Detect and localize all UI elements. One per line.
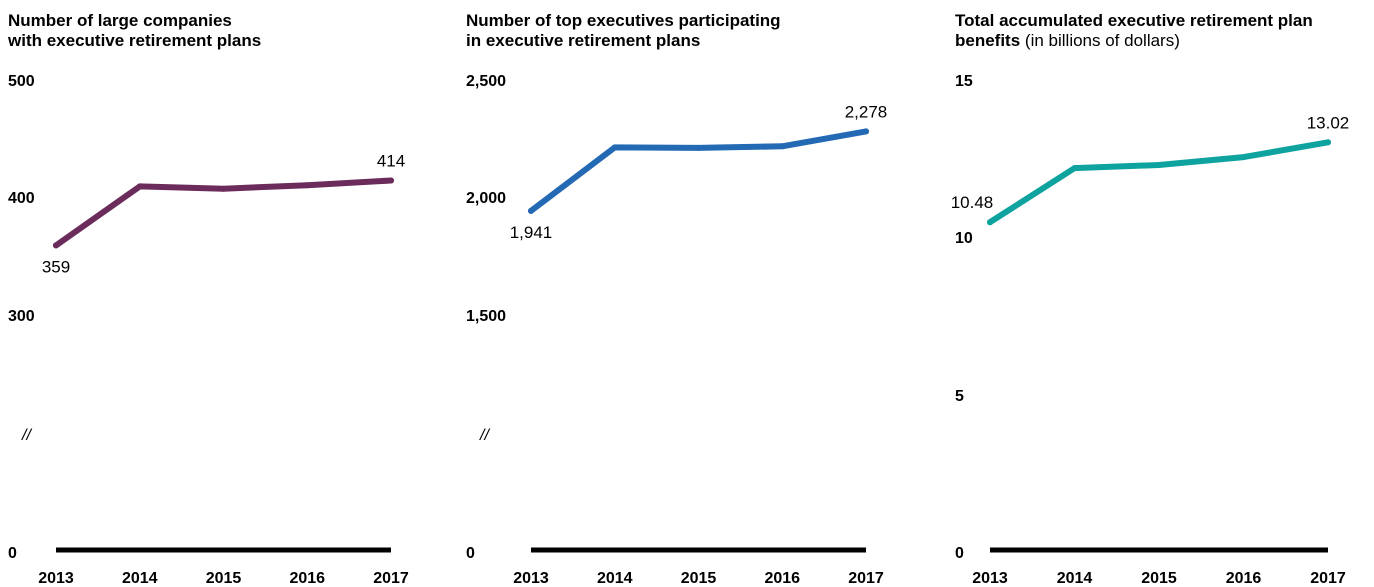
title-line-2-text: benefits <box>955 31 1021 50</box>
title-line-2-text: with executive retirement plans <box>8 31 262 50</box>
y-tick-label: 15 <box>955 73 973 90</box>
data-label: 2,278 <box>845 102 888 121</box>
data-label: 414 <box>377 151 405 170</box>
chart-title: Number of large companies with executive… <box>8 11 261 51</box>
chart-panel-companies: Number of large companies with executive… <box>0 0 440 587</box>
x-tick-label: 2017 <box>373 570 409 587</box>
data-point <box>695 144 702 151</box>
y-tick-label: 0 <box>8 545 17 562</box>
y-tick-label: 10 <box>955 230 973 247</box>
title-line-1: Number of top executives participating <box>466 11 781 30</box>
data-point <box>779 143 786 150</box>
x-tick-label: 2016 <box>764 570 800 587</box>
axis-break-mark: // <box>479 427 490 444</box>
line-chart-companies: 500 400 300 0 // 2013 2014 2015 2016 2017 359 414 <box>8 73 409 587</box>
y-tick-label: 0 <box>466 545 475 562</box>
data-point <box>1240 154 1247 161</box>
y-tick-label: 400 <box>8 190 35 207</box>
title-line-2: with executive retirement plans <box>8 31 261 51</box>
line-chart-executives: 2,500 2,000 1,500 0 // 2013 2014 2015 2016 2017 1,… <box>466 73 888 587</box>
data-point <box>611 144 618 151</box>
title-line-1: Total accumulated executive retirement p… <box>955 11 1313 30</box>
x-tick-label: 2015 <box>1141 570 1177 587</box>
data-point <box>53 242 59 249</box>
y-tick-label: 500 <box>8 73 35 90</box>
x-tick-label: 2014 <box>597 570 633 587</box>
data-point <box>304 182 311 189</box>
data-label: 13.02 <box>1307 113 1350 132</box>
data-point <box>1071 165 1078 172</box>
series-line <box>987 139 1331 226</box>
y-tick-label: 1,500 <box>466 308 506 325</box>
data-label: 359 <box>42 257 70 276</box>
x-tick-label: 2013 <box>513 570 549 587</box>
axis-break-mark: // <box>21 427 32 444</box>
data-point <box>1156 161 1162 168</box>
x-tick-label: 2013 <box>972 570 1008 587</box>
x-tick-label: 2013 <box>38 570 74 587</box>
x-tick-label: 2015 <box>206 570 242 587</box>
x-tick-label: 2015 <box>681 570 717 587</box>
x-tick-label: 2014 <box>1057 570 1093 587</box>
data-point <box>220 185 227 192</box>
x-tick-label: 2017 <box>848 570 884 587</box>
y-tick-label: 2,000 <box>466 190 506 207</box>
y-tick-label: 5 <box>955 388 964 405</box>
title-line-2: benefits (in billions of dollars) <box>955 31 1313 51</box>
data-point <box>136 183 143 190</box>
data-label: 1,941 <box>510 223 553 242</box>
x-tick-label: 2014 <box>122 570 158 587</box>
chart-title: Number of top executives participating i… <box>466 11 781 51</box>
data-point <box>528 207 534 214</box>
x-tick-label: 2016 <box>289 570 325 587</box>
y-tick-label: 300 <box>8 308 35 325</box>
title-line-1: Number of large companies <box>8 11 232 30</box>
data-point <box>388 177 394 184</box>
y-tick-label: 0 <box>955 545 964 562</box>
data-label: 10.48 <box>951 193 994 212</box>
y-tick-label: 2,500 <box>466 73 506 90</box>
x-tick-label: 2016 <box>1226 570 1262 587</box>
data-point <box>1325 139 1331 146</box>
x-tick-label: 2017 <box>1310 570 1346 587</box>
title-subtitle: (in billions of dollars) <box>1024 31 1180 50</box>
data-point <box>987 219 993 226</box>
title-line-2: in executive retirement plans <box>466 31 781 51</box>
chart-panel-executives: Number of top executives participating i… <box>466 11 888 587</box>
title-line-2-text: in executive retirement plans <box>466 31 701 50</box>
data-point <box>863 128 869 135</box>
chart-title: Total accumulated executive retirement p… <box>955 11 1313 51</box>
